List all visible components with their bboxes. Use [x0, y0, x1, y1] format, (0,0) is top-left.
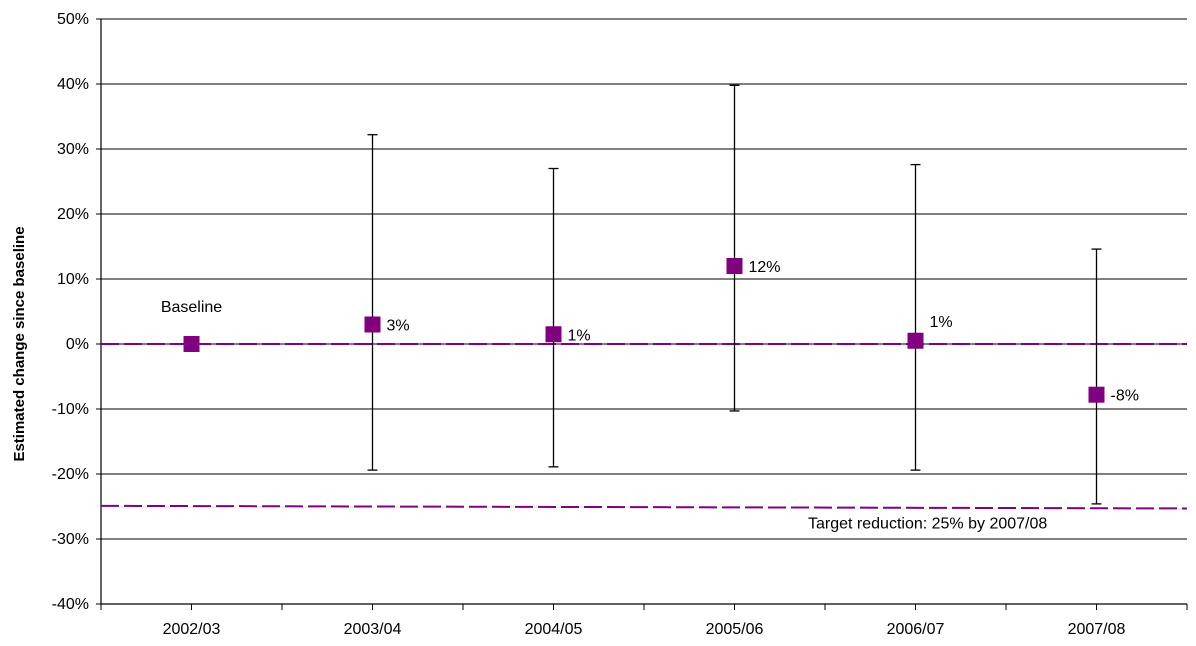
data-point-3: [726, 258, 743, 274]
y-tick-label: 10%: [57, 271, 89, 288]
data-labels: Baseline 3% 1% 12% 1% -8%: [161, 259, 1139, 405]
x-tick-label: 2002/03: [163, 621, 221, 638]
x-tick-label: 2004/05: [525, 621, 583, 638]
y-axis-title: Estimated change since baseline: [11, 226, 28, 461]
y-tick-label: 30%: [57, 141, 89, 158]
y-tick-label: -40%: [52, 596, 89, 613]
y-tick-label: 20%: [57, 206, 89, 223]
x-axis-ticks: 2002/03 2003/04 2004/05 2005/06 2006/07 2007/…: [100, 604, 1188, 638]
y-tick-label: 40%: [57, 76, 89, 93]
data-points: [183, 258, 1105, 403]
y-tick-label: -10%: [52, 401, 89, 418]
data-point-2: [545, 326, 562, 343]
data-point-0: [183, 336, 200, 352]
reference-line-label: Target reduction: 25% by 2007/08: [808, 515, 1047, 532]
data-label-3: 12%: [749, 259, 781, 276]
x-tick-label: 2006/07: [887, 621, 945, 638]
y-tick-label: 50%: [57, 11, 89, 28]
data-label-0: Baseline: [161, 299, 222, 316]
data-label-1: 3%: [387, 318, 410, 335]
data-point-1: [364, 316, 381, 333]
data-label-5: -8%: [1111, 388, 1139, 405]
data-label-4: 1%: [930, 314, 953, 331]
gridlines: [101, 18, 1187, 540]
y-axis-ticks: -40% -30% -20% -10% 0% 10% 20% 30% 40% 50%: [52, 11, 101, 613]
data-point-4: [907, 332, 924, 349]
error-bars: [367, 84, 1102, 505]
y-tick-label: 0%: [66, 336, 89, 353]
y-tick-label: -30%: [52, 531, 89, 548]
data-point-5: [1088, 386, 1105, 403]
data-label-2: 1%: [568, 327, 591, 344]
x-tick-label: 2007/08: [1068, 621, 1126, 638]
x-tick-label: 2005/06: [706, 621, 764, 638]
y-tick-label: -20%: [52, 466, 89, 483]
x-tick-label: 2003/04: [344, 621, 402, 638]
reference-lines: Target reduction: 25% by 2007/08: [100, 343, 1188, 532]
reference-line-1: [100, 504, 1188, 510]
